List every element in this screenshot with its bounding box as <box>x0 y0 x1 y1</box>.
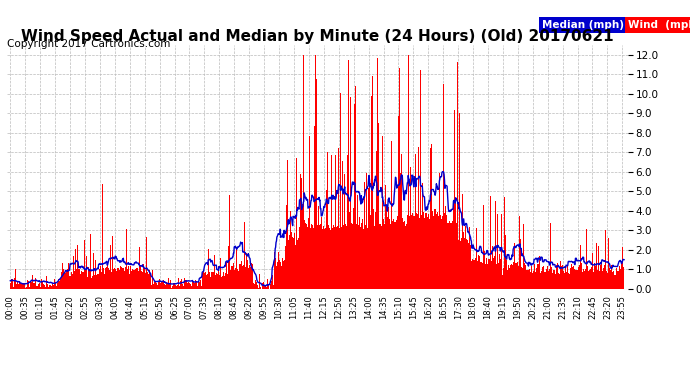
Title: Wind Speed Actual and Median by Minute (24 Hours) (Old) 20170621: Wind Speed Actual and Median by Minute (… <box>21 29 613 44</box>
Text: Median (mph): Median (mph) <box>542 20 624 30</box>
Text: Copyright 2017 Cartronics.com: Copyright 2017 Cartronics.com <box>7 39 170 50</box>
Text: Wind  (mph): Wind (mph) <box>628 20 690 30</box>
